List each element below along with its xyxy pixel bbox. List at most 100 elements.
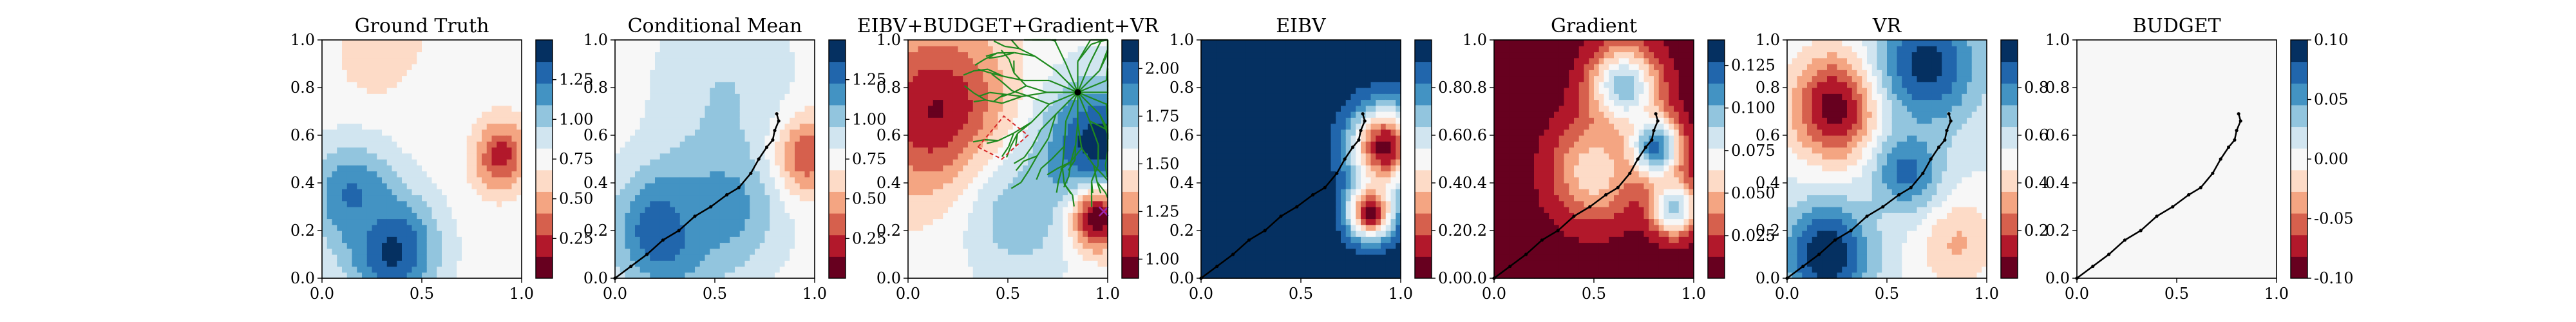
heatmap-cell — [770, 93, 775, 100]
heatmap-cell — [958, 236, 963, 243]
heatmap-cell — [482, 176, 488, 184]
heatmap-cell — [377, 141, 383, 148]
heatmap-cell — [1097, 57, 1103, 64]
heatmap-cell — [724, 105, 730, 112]
heatmap-cell — [958, 81, 963, 88]
heatmap-cell — [670, 147, 676, 154]
heatmap-cell — [670, 40, 676, 46]
heatmap-cell — [943, 248, 949, 255]
heatmap-cell — [446, 224, 453, 231]
heatmap-cell — [486, 200, 493, 207]
heatmap-cell — [804, 88, 810, 94]
heatmap-cell — [402, 171, 408, 178]
heatmap-cell — [372, 189, 377, 196]
heatmap-cell — [755, 40, 761, 46]
heatmap-cell — [918, 194, 923, 202]
heatmap-cell — [779, 218, 786, 225]
heatmap-cell — [1032, 117, 1039, 124]
heatmap-cell — [342, 231, 348, 237]
heatmap-cell — [352, 70, 357, 77]
heatmap-cell — [972, 81, 979, 88]
heatmap-cell — [1003, 46, 1009, 53]
heatmap-cell — [615, 64, 621, 70]
heatmap-cell — [665, 254, 670, 261]
heatmap-cell — [1012, 266, 1019, 273]
heatmap-cell — [730, 129, 735, 136]
heatmap-cell — [1072, 52, 1079, 59]
heatmap-cell — [442, 207, 448, 213]
heatmap-cell — [770, 64, 775, 70]
heatmap-cell — [992, 260, 999, 267]
heatmap-cell — [963, 147, 969, 154]
heatmap-cell — [620, 207, 626, 213]
heatmap-cell — [779, 260, 786, 267]
heatmap-cell — [1068, 231, 1074, 237]
heatmap-cell — [322, 147, 328, 154]
heatmap-cell — [1048, 141, 1054, 148]
heatmap-cell — [744, 242, 750, 249]
heatmap-cell — [1003, 183, 1009, 189]
heatmap-cell — [659, 111, 666, 118]
heatmap-cell — [382, 99, 388, 106]
heatmap-cell — [386, 165, 393, 172]
heatmap-cell — [918, 147, 923, 154]
heatmap-cell — [382, 57, 388, 64]
heatmap-cell — [382, 171, 388, 178]
heatmap-cell — [491, 218, 497, 225]
heatmap-cell — [457, 117, 462, 124]
heatmap-cell — [690, 176, 696, 184]
heatmap-cell — [506, 200, 513, 207]
heatmap-cell — [482, 242, 488, 249]
heatmap-cell — [322, 207, 328, 213]
heatmap-cell — [784, 213, 790, 220]
heatmap-cell — [639, 213, 646, 220]
heatmap-cell — [933, 93, 939, 100]
heatmap-cell — [625, 153, 630, 160]
heatmap-cell — [750, 81, 755, 88]
heatmap-cell — [1032, 52, 1039, 59]
y-tick-label: 0.0 — [290, 269, 315, 287]
heatmap-cell — [705, 224, 710, 231]
heatmap-cell — [983, 165, 989, 172]
heatmap-cell — [928, 129, 934, 136]
heatmap-cell — [913, 213, 919, 220]
heatmap-cell — [952, 64, 959, 70]
heatmap-cell — [699, 70, 706, 77]
heatmap-cell — [923, 40, 929, 46]
heatmap-cell — [918, 153, 923, 160]
heatmap-cell — [431, 248, 437, 255]
heatmap-cell — [795, 224, 800, 231]
heatmap-cell — [810, 194, 815, 202]
heatmap-cell — [770, 117, 775, 124]
heatmap-cell — [952, 183, 959, 189]
heatmap-cell — [372, 231, 377, 237]
heatmap-cell — [705, 194, 710, 202]
heatmap-cell — [679, 147, 686, 154]
heatmap-cell — [426, 57, 433, 64]
heatmap-cell — [471, 88, 477, 94]
heatmap-cell — [968, 272, 974, 279]
heatmap-cell — [1032, 176, 1039, 184]
heatmap-cell — [679, 64, 686, 70]
heatmap-cell — [715, 272, 721, 279]
heatmap-cell — [625, 81, 630, 88]
heatmap-cell — [1072, 171, 1079, 178]
heatmap-cell — [1097, 218, 1103, 225]
heatmap-cell — [377, 75, 383, 82]
heatmap-cell — [327, 248, 333, 255]
heatmap-cell — [426, 266, 433, 273]
heatmap-cell — [372, 52, 377, 59]
heatmap-cell — [690, 194, 696, 202]
heatmap-cell — [779, 147, 786, 154]
heatmap-cell — [705, 171, 710, 178]
heatmap-cell — [1092, 123, 1099, 130]
heatmap-cell — [790, 105, 795, 112]
heatmap-cell — [1018, 207, 1023, 213]
heatmap-cell — [491, 224, 497, 231]
heatmap-cell — [639, 147, 646, 154]
heatmap-cell — [963, 165, 969, 172]
heatmap-cell — [1043, 159, 1048, 166]
heatmap-cell — [332, 266, 337, 273]
heatmap-cell — [482, 266, 488, 273]
heatmap-cell — [952, 117, 959, 124]
